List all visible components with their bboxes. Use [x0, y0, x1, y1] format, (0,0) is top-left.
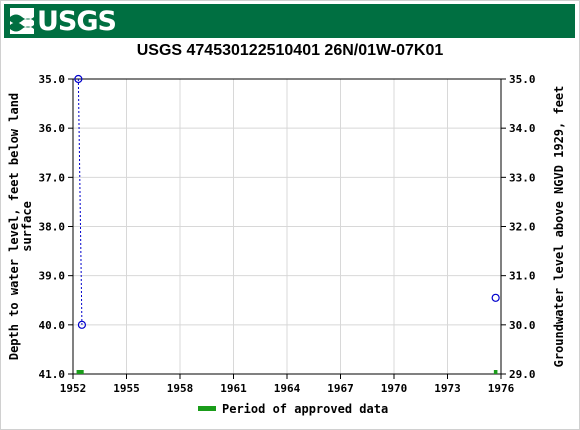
y-left-tick-label: 40.0 — [39, 319, 66, 332]
x-tick-label: 1967 — [327, 382, 354, 395]
x-tick-label: 1955 — [113, 382, 140, 395]
data-point — [74, 74, 83, 84]
y-left-axis-label-line2: surface — [20, 201, 34, 252]
approved-period-bar — [493, 370, 498, 374]
y-right-tick-label: 35.0 — [509, 73, 536, 86]
usgs-banner: USGS — [4, 4, 575, 38]
usgs-wave-icon — [10, 8, 34, 34]
x-tick-label: 1970 — [381, 382, 408, 395]
y-right-tick-label: 29.0 — [509, 368, 536, 381]
approved-period-bar — [76, 370, 84, 374]
chart-title: USGS 474530122510401 26N/01W-07K01 — [136, 42, 444, 59]
y-left-tick-label: 35.0 — [39, 73, 66, 86]
y-right-tick-label: 31.0 — [509, 270, 536, 283]
y-left-tick-label: 37.0 — [39, 171, 66, 184]
y-left-tick-label: 38.0 — [39, 221, 66, 234]
x-tick-label: 1976 — [488, 382, 515, 395]
y-left-tick-label: 36.0 — [39, 122, 66, 135]
x-tick-label: 1952 — [60, 382, 87, 395]
y-right-tick-label: 32.0 — [509, 221, 536, 234]
x-tick-label: 1964 — [274, 382, 301, 395]
y-left-axis-label: Depth to water level, feet below land — [7, 93, 21, 360]
y-right-tick-label: 33.0 — [509, 171, 536, 184]
legend-label: Period of approved data — [222, 402, 388, 416]
y-right-tick-label: 30.0 — [509, 319, 536, 332]
usgs-logo: USGS — [10, 5, 117, 37]
usgs-logo-text: USGS — [37, 5, 117, 37]
x-tick-label: 1973 — [434, 382, 461, 395]
y-right-tick-label: 34.0 — [509, 122, 536, 135]
data-point — [77, 320, 87, 329]
y-left-tick-label: 39.0 — [39, 270, 66, 283]
data-point — [491, 293, 500, 302]
y-left-tick-label: 41.0 — [39, 368, 66, 381]
x-tick-label: 1961 — [220, 382, 247, 395]
y-right-axis-label: Groundwater level above NGVD 1929, feet — [552, 86, 566, 368]
x-tick-label: 1958 — [167, 382, 194, 395]
series-line — [77, 78, 83, 325]
legend-swatch — [198, 406, 216, 411]
